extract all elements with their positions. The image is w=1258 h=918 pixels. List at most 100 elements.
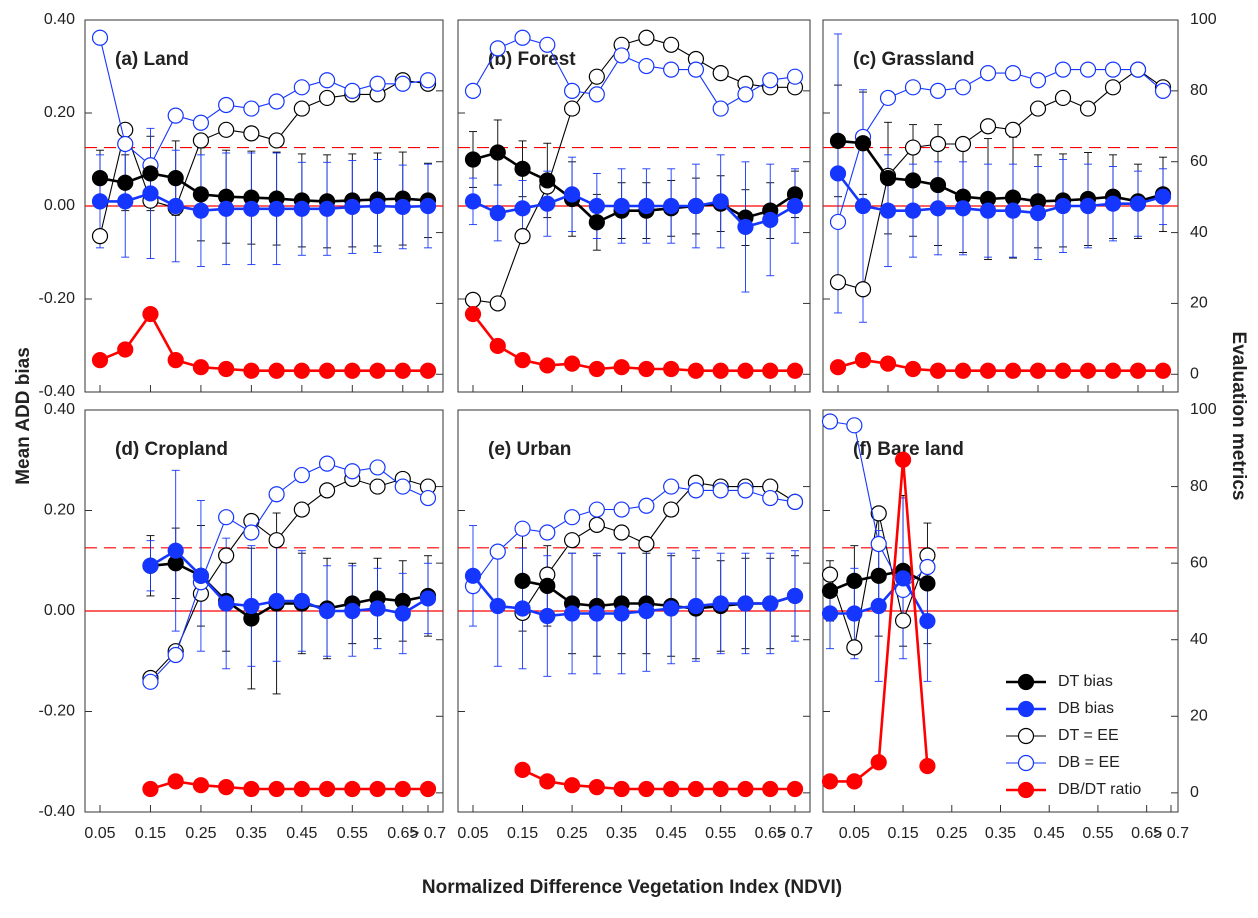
data-point: [489, 597, 506, 615]
data-point: [870, 754, 887, 771]
data-point: [489, 543, 506, 560]
data-point: [167, 170, 184, 187]
y-tick-label: 0.20: [44, 104, 75, 121]
data-point: [394, 780, 411, 798]
data-point: [142, 673, 159, 690]
legend-label: DT = EE: [1058, 727, 1119, 744]
y-tick-label: -0.20: [39, 290, 76, 307]
data-point: [369, 478, 386, 495]
data-point: [638, 497, 655, 514]
data-point: [167, 352, 184, 369]
series-line: [99, 311, 428, 372]
data-point: [318, 362, 336, 379]
y-tick-label: 0.00: [44, 197, 75, 214]
legend-marker: [1017, 700, 1035, 718]
series-line: [150, 478, 429, 679]
data-point: [344, 82, 361, 99]
data-point: [1029, 204, 1047, 222]
data-point: [167, 542, 184, 559]
y2-tick-label: 100: [1190, 401, 1217, 418]
data-point: [1029, 362, 1047, 379]
data-point: [1004, 202, 1022, 219]
data-point: [979, 202, 997, 219]
legend-marker: [1017, 781, 1035, 799]
legend-marker: [1017, 727, 1035, 745]
data-point: [638, 197, 655, 215]
data-point: [1004, 121, 1022, 138]
data-point: [268, 200, 285, 217]
data-point: [91, 29, 109, 46]
x-tick-label: 0.45: [1034, 825, 1065, 842]
data-point: [954, 135, 972, 153]
data-point: [663, 360, 680, 378]
data-point: [419, 362, 437, 379]
data-point: [419, 780, 437, 798]
data-point: [293, 501, 310, 518]
y-tick-label: 0.40: [44, 11, 75, 28]
data-point: [737, 482, 754, 499]
data-point: [117, 121, 134, 138]
data-point: [1104, 195, 1122, 212]
data-point: [268, 780, 285, 798]
data-point: [369, 780, 386, 798]
data-point: [638, 535, 655, 553]
data-point: [344, 198, 361, 216]
data-point: [514, 29, 531, 46]
data-point: [243, 597, 260, 615]
data-point: [192, 186, 210, 203]
data-point: [142, 165, 159, 182]
data-point: [854, 281, 872, 298]
data-point: [588, 516, 605, 533]
y2-tick-label: 20: [1190, 295, 1208, 312]
data-point: [588, 501, 605, 518]
data-point: [613, 359, 630, 376]
data-point: [318, 602, 336, 620]
data-point: [243, 362, 260, 379]
data-point: [638, 602, 655, 620]
data-point: [1054, 61, 1072, 78]
data-point: [369, 362, 386, 379]
data-point: [846, 605, 863, 622]
x-tick-label: 0.25: [185, 825, 216, 842]
data-point: [929, 362, 947, 379]
data-point: [563, 532, 581, 549]
data-point: [539, 357, 556, 374]
data-point: [563, 100, 581, 117]
data-point: [192, 114, 210, 131]
data-point: [243, 100, 260, 117]
data-point: [904, 79, 922, 96]
data-point: [1054, 362, 1072, 379]
data-point: [218, 200, 235, 217]
data-point: [663, 197, 680, 215]
data-point: [167, 197, 184, 215]
data-point: [167, 773, 184, 790]
data-point: [243, 524, 260, 541]
data-point: [167, 107, 184, 124]
x-tick-label: 0.45: [286, 825, 317, 842]
data-point: [588, 214, 605, 231]
data-point: [870, 535, 887, 553]
x-tick-label: > 0.7: [1153, 825, 1189, 842]
data-point: [829, 274, 847, 291]
data-point: [344, 780, 361, 798]
data-point: [613, 780, 630, 798]
data-point: [762, 780, 779, 798]
y2-tick-label: 80: [1190, 478, 1208, 495]
data-point: [870, 597, 887, 615]
data-point: [514, 160, 531, 177]
data-point: [904, 202, 922, 219]
panel-title: (c) Grassland: [853, 49, 974, 70]
data-point: [854, 197, 872, 215]
data-point: [762, 362, 779, 379]
x-axis-title: Normalized Difference Vegetation Index (…: [422, 877, 842, 898]
y-tick-label: -0.20: [39, 703, 76, 720]
data-point: [846, 572, 863, 589]
data-point: [489, 40, 506, 57]
data-point: [344, 463, 361, 480]
data-point: [91, 170, 109, 187]
data-point: [117, 341, 134, 358]
data-point: [712, 595, 729, 612]
data-point: [762, 489, 779, 507]
data-point: [821, 773, 839, 790]
data-point: [563, 186, 581, 203]
